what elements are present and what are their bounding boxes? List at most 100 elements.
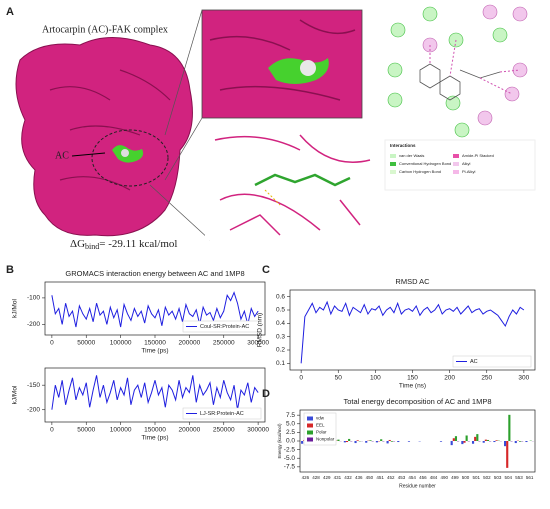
x-tick-label: 50000	[77, 427, 95, 434]
x-tick-label: 503	[494, 475, 502, 480]
x-tick-label: 504	[505, 475, 513, 480]
bar	[375, 441, 378, 443]
bar	[380, 439, 383, 441]
x-tick-label: 454	[408, 475, 416, 480]
legend-item: van der Waals	[399, 153, 424, 158]
legend-swatch	[307, 437, 313, 442]
bar	[450, 441, 453, 446]
bar	[454, 436, 458, 441]
x-tick-label: 501	[472, 475, 480, 480]
legend-item: Pi-Alkyl	[462, 169, 475, 174]
y-tick-label: 2.5	[286, 429, 295, 436]
x-tick-label: 200	[444, 375, 455, 382]
bar	[486, 439, 490, 441]
bar	[504, 441, 507, 447]
legend-label: LJ-SR:Protein-AC	[200, 411, 244, 417]
y-tick-label: 0.2	[276, 347, 285, 354]
x-tick-label: 300	[518, 375, 529, 382]
legend-item: Alkyl	[462, 161, 471, 166]
bar	[301, 441, 304, 444]
y-tick-label: 0.1	[276, 360, 285, 367]
y-axis-label: kJ/Mol	[12, 299, 19, 318]
y-tick-label: 7.5	[286, 412, 295, 419]
bar	[514, 441, 517, 444]
x-tick-label: 429	[323, 475, 331, 480]
bar	[397, 441, 400, 443]
bar	[365, 441, 368, 443]
y-tick-label: 0.3	[276, 333, 285, 340]
legend-item: Carbon Hydrogen Bond	[399, 169, 441, 174]
bar	[506, 441, 509, 468]
x-tick-label: 452	[387, 475, 395, 480]
y-tick-label: 0.4	[276, 320, 285, 327]
x-tick-label: 432	[344, 475, 352, 480]
x-axis-label: Time (ns)	[399, 383, 426, 390]
legend-label: Polar	[316, 430, 327, 435]
dg-sub: bind	[85, 242, 99, 251]
panel-label: D	[262, 388, 270, 400]
x-tick-label: 50000	[77, 340, 95, 347]
chart-title: GROMACS interaction energy between AC an…	[65, 269, 244, 278]
x-tick-label: 100	[370, 375, 381, 382]
bar	[452, 438, 455, 441]
x-tick-label: 484	[430, 475, 438, 480]
bar	[518, 441, 522, 442]
bar	[369, 440, 372, 441]
binding-pose	[205, 125, 375, 240]
x-tick-label: 150000	[144, 340, 166, 347]
chart-title: RMSD AC	[395, 277, 430, 286]
x-tick-label: 451	[376, 475, 384, 480]
chart-title: Total energy decomposition of AC and 1MP…	[343, 397, 491, 406]
bar	[343, 441, 346, 443]
legend-box	[182, 407, 262, 420]
x-tick-label: 490	[440, 475, 448, 480]
y-axis-label: Energy (kcal/mol)	[277, 423, 282, 459]
x-tick-label: 150000	[144, 427, 166, 434]
y-tick-label: -5.0	[284, 455, 296, 462]
x-tick-label: 450	[366, 475, 374, 480]
bar	[388, 439, 391, 441]
ligand-label: AC	[55, 150, 69, 161]
x-tick-label: 150	[407, 375, 418, 382]
x-tick-label: 0	[50, 427, 54, 434]
panel-label: B	[6, 264, 14, 276]
legend-label: vdw	[316, 416, 325, 421]
y-tick-label: 0.0	[286, 438, 295, 445]
legend-label: Nonpolar	[316, 437, 335, 442]
bar	[356, 440, 359, 441]
x-tick-label: 300000	[247, 340, 269, 347]
x-tick-label: 300000	[247, 427, 269, 434]
x-tick-label: 426	[302, 475, 310, 480]
interaction-diagram	[384, 4, 536, 191]
x-tick-label: 250000	[213, 340, 235, 347]
bar	[465, 435, 468, 441]
y-tick-label: -200	[27, 321, 40, 328]
bar	[348, 438, 351, 441]
zoom-inset	[149, 9, 363, 241]
x-axis-label: Time (ps)	[141, 348, 168, 355]
y-tick-label: 0.6	[276, 293, 285, 300]
panel-label: A	[6, 6, 14, 18]
x-tick-label: 499	[451, 475, 459, 480]
panel-label: C	[262, 264, 270, 276]
panel-title: Artocarpin (AC)-FAK complex	[42, 24, 168, 35]
bar	[508, 414, 511, 441]
x-tick-label: 200000	[179, 427, 201, 434]
bar	[354, 441, 357, 444]
x-tick-label: 200000	[179, 340, 201, 347]
y-tick-label: -100	[27, 295, 40, 302]
bar	[493, 441, 496, 443]
y-tick-label: 5.0	[286, 420, 295, 427]
bar	[407, 441, 411, 442]
x-axis-label: Time (ps)	[141, 435, 168, 442]
data-line	[51, 291, 259, 328]
x-tick-label: 431	[334, 475, 342, 480]
x-tick-label: 0	[50, 340, 54, 347]
x-tick-label: 250	[481, 375, 492, 382]
y-tick-label: -7.5	[284, 464, 296, 471]
legend-swatch	[307, 430, 313, 435]
y-axis-label: kJ/Mol	[12, 385, 19, 404]
bar	[484, 439, 487, 441]
x-tick-label: 500	[462, 475, 470, 480]
